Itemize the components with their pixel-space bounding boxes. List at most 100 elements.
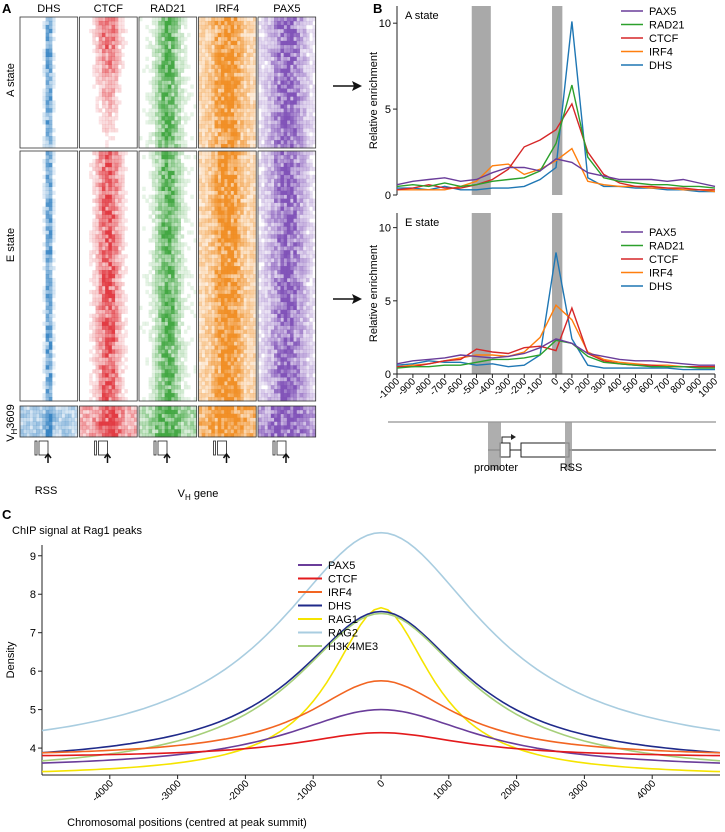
promoter-label: promoter	[474, 462, 518, 474]
y-tick-label: 6	[30, 666, 36, 678]
y-tick-label: 10	[379, 18, 391, 30]
x-tick-label: 4000	[635, 778, 659, 802]
panel-a: A DHS CTCF RAD21 IRF4 PAX5 A state E state V…	[2, 1, 317, 502]
density-curve-pax5	[41, 708, 721, 764]
vh-label-v: V	[5, 434, 17, 442]
series-line-ctcf	[396, 102, 715, 191]
x-tick-label: -1000	[293, 778, 319, 804]
promoter-shade	[471, 6, 491, 195]
heatmap-ctcf-a-state	[79, 16, 138, 149]
tss-arrow-icon	[501, 436, 512, 443]
series-line-rad21	[396, 84, 716, 189]
vh-label-num: 3609	[5, 404, 17, 428]
gene-diagram: promoter RSS	[388, 421, 716, 474]
arrow-to-a-state	[333, 81, 362, 91]
heatmap-dhs-a-state	[19, 16, 79, 149]
chart-title: ChIP signal at Rag1 peaks	[12, 525, 143, 537]
density-curve-rag1	[41, 606, 721, 773]
rss-arrow-icon	[282, 452, 290, 463]
density-curve-rag2	[41, 531, 721, 732]
legend-label-rag2: RAG2	[328, 628, 358, 640]
y-tick-label: 10	[379, 223, 391, 235]
rss-footer-label: RSS	[35, 485, 58, 497]
legend-label-ctcf: CTCF	[328, 574, 358, 586]
legend-label-rad21: RAD21	[649, 241, 684, 253]
heatmap-frame	[198, 16, 257, 149]
density-curve-dhs	[41, 610, 721, 754]
gene-icon	[34, 440, 52, 463]
exon-1-box	[499, 442, 511, 458]
heatmap-frame	[257, 150, 317, 402]
series-line-dhs	[396, 252, 715, 371]
legend-label-rad21: RAD21	[649, 20, 684, 32]
y-axis-label: Relative enrichment	[368, 245, 380, 342]
heatmap-frame	[257, 405, 317, 438]
exon-2-box	[520, 442, 570, 458]
x-tick-label: 0	[375, 778, 387, 790]
rss-shade	[552, 213, 563, 374]
heatmap-frame	[257, 16, 317, 149]
vh-gene-footer-label: VH gene	[178, 488, 219, 502]
heatmap-pax5-vh3609	[257, 405, 317, 438]
chart-title: A state	[405, 10, 439, 22]
rss-label: RSS	[560, 462, 583, 474]
density-curve-irf4	[41, 679, 721, 754]
track-labels: DHS CTCF RAD21 IRF4 PAX5	[37, 3, 300, 15]
heatmap-frame	[19, 16, 79, 149]
heatmap-irf4-a-state	[198, 16, 257, 149]
gene-icon	[213, 440, 231, 463]
rss-arrow-icon	[222, 452, 231, 463]
legend-label-irf4: IRF4	[649, 47, 673, 59]
panel-c: C ChIP signal at Rag1 peaks 4 5 6 7 8 9 -4000 -3…	[2, 507, 721, 829]
y-tick-label: 4	[30, 743, 36, 755]
panel-a-letter: A	[2, 1, 12, 16]
a-state-enrichment-chart: 0 5 10 Relative enrichment A state PAX5 RAD21C…	[368, 6, 716, 202]
legend-label-dhs: DHS	[649, 60, 672, 72]
y-tick-label: 5	[385, 104, 391, 116]
panel-c-letter: C	[2, 507, 12, 522]
y-axis-label: Density	[5, 641, 17, 678]
track-label-rad21: RAD21	[150, 3, 185, 15]
panel-b: B 0 5 10 Relative enrichment A state PAX5 RAD2…	[368, 1, 720, 474]
heatmap-frame	[138, 405, 198, 438]
y-tick-label: 0	[385, 190, 391, 202]
heatmap-frame	[138, 16, 198, 149]
heatmap-irf4-e-state	[198, 150, 257, 402]
row-label-a-state: A state	[5, 63, 17, 97]
x-tick-label: 1000	[697, 376, 721, 400]
series-line-pax5	[396, 158, 716, 188]
x-axis-label: Chromosomal positions (centred at peak s…	[67, 817, 307, 829]
gene-icons	[34, 440, 290, 463]
legend-label-h3k4me3: H3K4ME3	[328, 641, 378, 653]
rss-shade	[552, 6, 563, 195]
legend-label-irf4: IRF4	[328, 587, 352, 599]
rag1-density-chart: ChIP signal at Rag1 peaks 4 5 6 7 8 9 -4000 -300…	[5, 525, 721, 829]
density-curve-h3k4me3	[41, 612, 721, 762]
legend-label-dhs: DHS	[328, 601, 351, 613]
y-tick-label: 5	[385, 296, 391, 308]
heatmap-dhs-vh3609	[19, 405, 79, 438]
gene-icon	[153, 440, 171, 463]
promoter-shade	[488, 422, 501, 470]
y-tick-label: 5	[30, 705, 36, 717]
heatmap-ctcf-vh3609	[79, 405, 138, 438]
track-label-irf4: IRF4	[215, 3, 239, 15]
rss-arrow-icon	[103, 452, 112, 463]
y-tick-label: 8	[30, 589, 36, 601]
track-label-pax5: PAX5	[273, 3, 300, 15]
track-label-ctcf: CTCF	[94, 3, 124, 15]
track-label-dhs: DHS	[37, 3, 60, 15]
heatmap-pax5-a-state	[257, 16, 317, 149]
heatmap-frame	[19, 150, 79, 402]
x-tick-label: -3000	[158, 778, 184, 804]
x-tick-label: 1000	[431, 778, 455, 802]
gene-icon	[272, 440, 290, 463]
legend-label-ctcf: CTCF	[649, 254, 679, 266]
legend-label-pax5: PAX5	[328, 560, 355, 572]
y-tick-label: 0	[385, 369, 391, 381]
heatmap-ctcf-e-state	[79, 150, 138, 402]
x-tick-label: -2000	[226, 778, 252, 804]
series-line-pax5	[396, 338, 715, 366]
row-label-vh3609: VH3609	[5, 404, 19, 442]
